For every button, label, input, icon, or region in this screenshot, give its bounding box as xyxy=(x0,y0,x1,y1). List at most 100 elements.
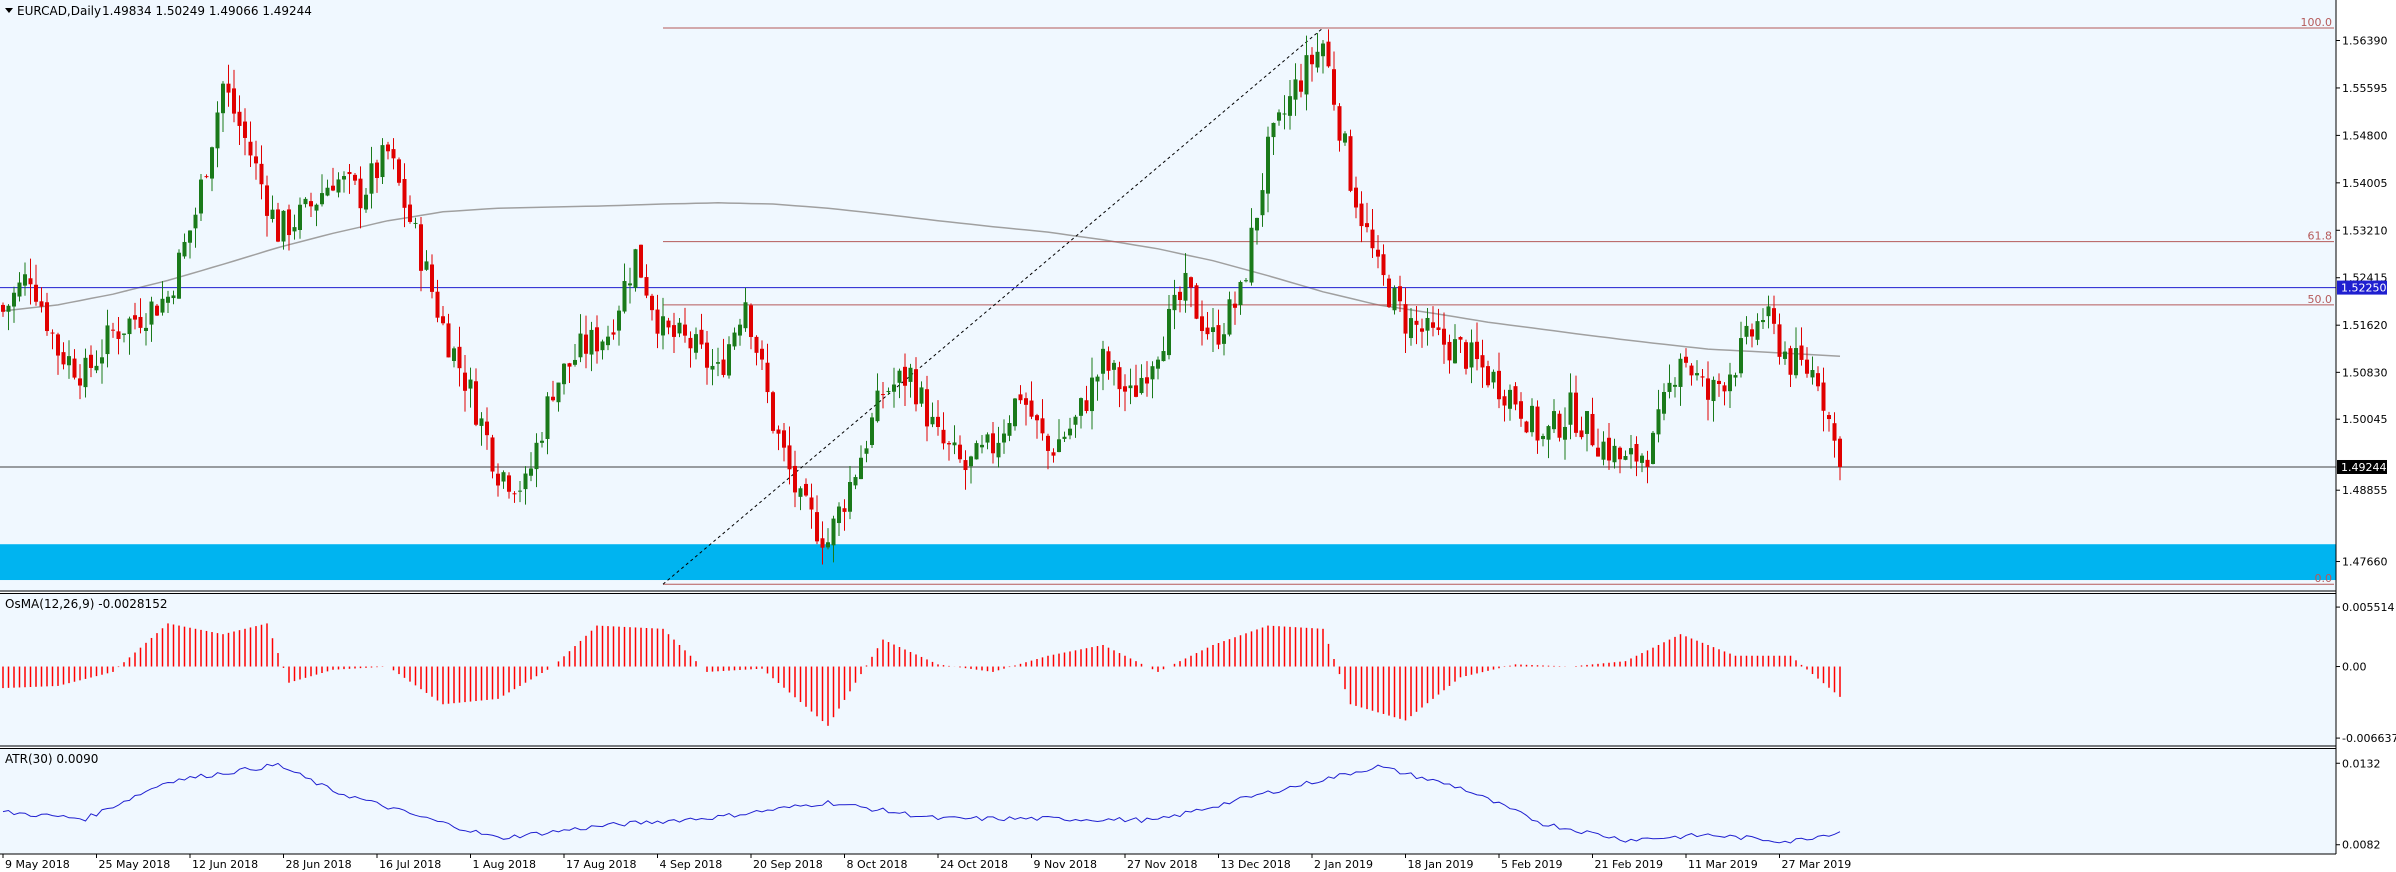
candle-body xyxy=(116,331,121,339)
candle-body xyxy=(1139,377,1144,394)
candle-body xyxy=(771,392,775,431)
candle-body xyxy=(1640,455,1644,463)
candle-body xyxy=(512,493,517,495)
candle-body xyxy=(628,283,632,286)
candle-body xyxy=(1332,69,1336,105)
candle-body xyxy=(127,318,132,335)
candle-body xyxy=(1612,445,1617,463)
candle-body xyxy=(1156,359,1160,369)
chart-menu-triangle-icon[interactable] xyxy=(5,8,13,13)
date-tick-label: 13 Dec 2018 xyxy=(1221,858,1291,871)
candles-layer xyxy=(1,29,1842,565)
candle-body xyxy=(1607,437,1611,461)
candle-body xyxy=(1530,405,1534,433)
candle-body xyxy=(600,341,605,351)
candle-body xyxy=(248,141,253,156)
candle-body xyxy=(1656,409,1661,435)
candle-body xyxy=(1689,365,1694,376)
date-tick-label: 9 May 2018 xyxy=(5,858,70,871)
ohlc-values: 1.49834 1.50249 1.49066 1.49244 xyxy=(102,4,312,18)
candle-body xyxy=(34,284,38,302)
candle-body xyxy=(193,214,198,229)
candle-body xyxy=(589,329,594,355)
candle-body xyxy=(1073,416,1078,425)
candle-body xyxy=(430,264,434,292)
candle-body xyxy=(1205,327,1210,335)
candle-body xyxy=(1629,448,1633,455)
candle-body xyxy=(358,178,363,209)
candle-body xyxy=(1552,411,1556,430)
candle-body xyxy=(595,327,599,352)
candle-body xyxy=(925,389,929,427)
candle-body xyxy=(1794,348,1798,376)
candle-body xyxy=(1579,430,1584,438)
candle-body xyxy=(226,83,231,93)
candle-body xyxy=(281,210,286,242)
candle-body xyxy=(1018,394,1023,401)
candle-body xyxy=(1799,345,1804,360)
candle-body xyxy=(1442,328,1446,345)
candle-body xyxy=(265,185,269,216)
candle-body xyxy=(540,440,544,443)
candle-body xyxy=(793,465,797,493)
candle-body xyxy=(1695,373,1699,376)
candle-body xyxy=(1403,304,1408,334)
candle-body xyxy=(875,390,880,422)
candle-body xyxy=(914,369,918,405)
candle-body xyxy=(930,416,935,425)
candle-body xyxy=(1431,322,1435,328)
candle-body xyxy=(584,334,588,354)
candle-body xyxy=(611,332,616,335)
date-tick-label: 12 Jun 2018 xyxy=(192,858,258,871)
candle-body xyxy=(765,362,770,393)
candle-body xyxy=(567,363,572,367)
candle-body xyxy=(320,193,324,205)
candle-body xyxy=(1112,362,1116,370)
candle-body xyxy=(122,333,126,335)
candle-body xyxy=(111,329,115,331)
candle-body xyxy=(1546,426,1551,440)
candle-body xyxy=(996,442,1001,458)
date-tick-label: 1 Aug 2018 xyxy=(473,858,536,871)
candle-body xyxy=(83,357,88,388)
candle-body xyxy=(50,332,55,334)
candle-body xyxy=(1618,447,1622,460)
candle-body xyxy=(1755,321,1760,340)
price-tick-label: 1.47660 xyxy=(2342,556,2388,569)
candle-body xyxy=(688,337,693,349)
candle-body xyxy=(1766,306,1771,317)
candle-body xyxy=(886,390,891,392)
candle-body xyxy=(402,178,407,208)
candle-body xyxy=(408,204,412,222)
candle-body xyxy=(1480,355,1485,368)
candle-body xyxy=(1557,413,1562,438)
candle-body xyxy=(1310,54,1314,65)
candle-body xyxy=(446,323,451,358)
candle-body xyxy=(727,344,731,376)
candle-body xyxy=(1827,415,1831,420)
candle-body xyxy=(94,365,99,371)
candle-body xyxy=(1326,41,1331,67)
candle-body xyxy=(199,179,203,214)
price-tick-label: 1.55595 xyxy=(2342,82,2388,95)
candle-body xyxy=(622,281,627,312)
candle-body xyxy=(1717,380,1721,385)
candle-body xyxy=(1123,386,1127,392)
candle-body xyxy=(1222,334,1226,344)
date-tick-label: 27 Mar 2019 xyxy=(1782,858,1852,871)
candle-body xyxy=(1684,356,1688,363)
candle-body xyxy=(1007,423,1012,436)
candle-body xyxy=(1458,337,1463,340)
candle-body xyxy=(683,324,687,336)
candle-body xyxy=(100,357,104,364)
symbol-label: EURCAD,Daily xyxy=(17,4,101,18)
candle-body xyxy=(353,174,357,181)
osma-pane-bg xyxy=(0,593,2336,747)
candle-body xyxy=(534,442,539,470)
candle-body xyxy=(270,209,275,220)
candle-body xyxy=(1068,428,1072,436)
candle-body xyxy=(1453,339,1457,364)
candle-body xyxy=(1084,400,1089,411)
candle-body xyxy=(155,305,159,316)
